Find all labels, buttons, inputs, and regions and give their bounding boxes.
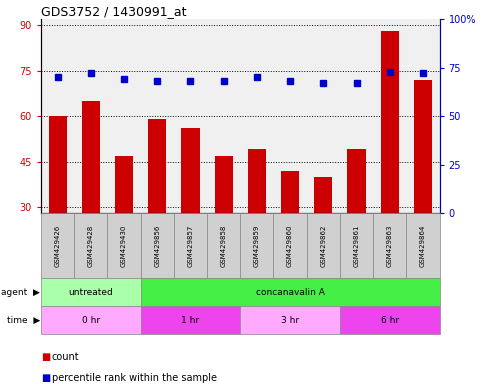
Text: GSM429430: GSM429430 <box>121 224 127 267</box>
Text: 3 hr: 3 hr <box>281 316 299 324</box>
Bar <box>48 116 67 213</box>
Text: ■: ■ <box>41 352 50 362</box>
Text: 1 hr: 1 hr <box>182 316 199 324</box>
Bar <box>214 156 233 213</box>
Text: GSM429856: GSM429856 <box>154 224 160 267</box>
Text: GSM429861: GSM429861 <box>354 224 359 267</box>
Text: GSM429858: GSM429858 <box>221 224 227 267</box>
Bar <box>248 149 266 213</box>
Text: concanavalin A: concanavalin A <box>256 288 325 296</box>
Text: GSM429857: GSM429857 <box>187 224 194 267</box>
Bar <box>381 31 399 213</box>
Bar <box>347 149 366 213</box>
Text: GSM429426: GSM429426 <box>55 225 61 267</box>
Bar <box>314 177 332 213</box>
Bar <box>148 119 167 213</box>
Text: GDS3752 / 1430991_at: GDS3752 / 1430991_at <box>41 5 186 18</box>
Bar <box>414 80 432 213</box>
Text: time  ▶: time ▶ <box>7 316 40 324</box>
Text: GSM429859: GSM429859 <box>254 224 260 267</box>
Bar <box>281 171 299 213</box>
Text: GSM429863: GSM429863 <box>387 224 393 267</box>
Text: ■: ■ <box>41 373 50 383</box>
Text: agent  ▶: agent ▶ <box>1 288 40 296</box>
Bar <box>82 101 100 213</box>
Text: percentile rank within the sample: percentile rank within the sample <box>52 373 217 383</box>
Text: 6 hr: 6 hr <box>381 316 399 324</box>
Bar <box>115 156 133 213</box>
Text: count: count <box>52 352 79 362</box>
Text: GSM429862: GSM429862 <box>320 224 327 267</box>
Text: GSM429864: GSM429864 <box>420 224 426 267</box>
Text: untreated: untreated <box>69 288 113 296</box>
Text: GSM429428: GSM429428 <box>88 225 94 267</box>
Text: GSM429860: GSM429860 <box>287 224 293 267</box>
Text: 0 hr: 0 hr <box>82 316 100 324</box>
Bar <box>181 128 199 213</box>
